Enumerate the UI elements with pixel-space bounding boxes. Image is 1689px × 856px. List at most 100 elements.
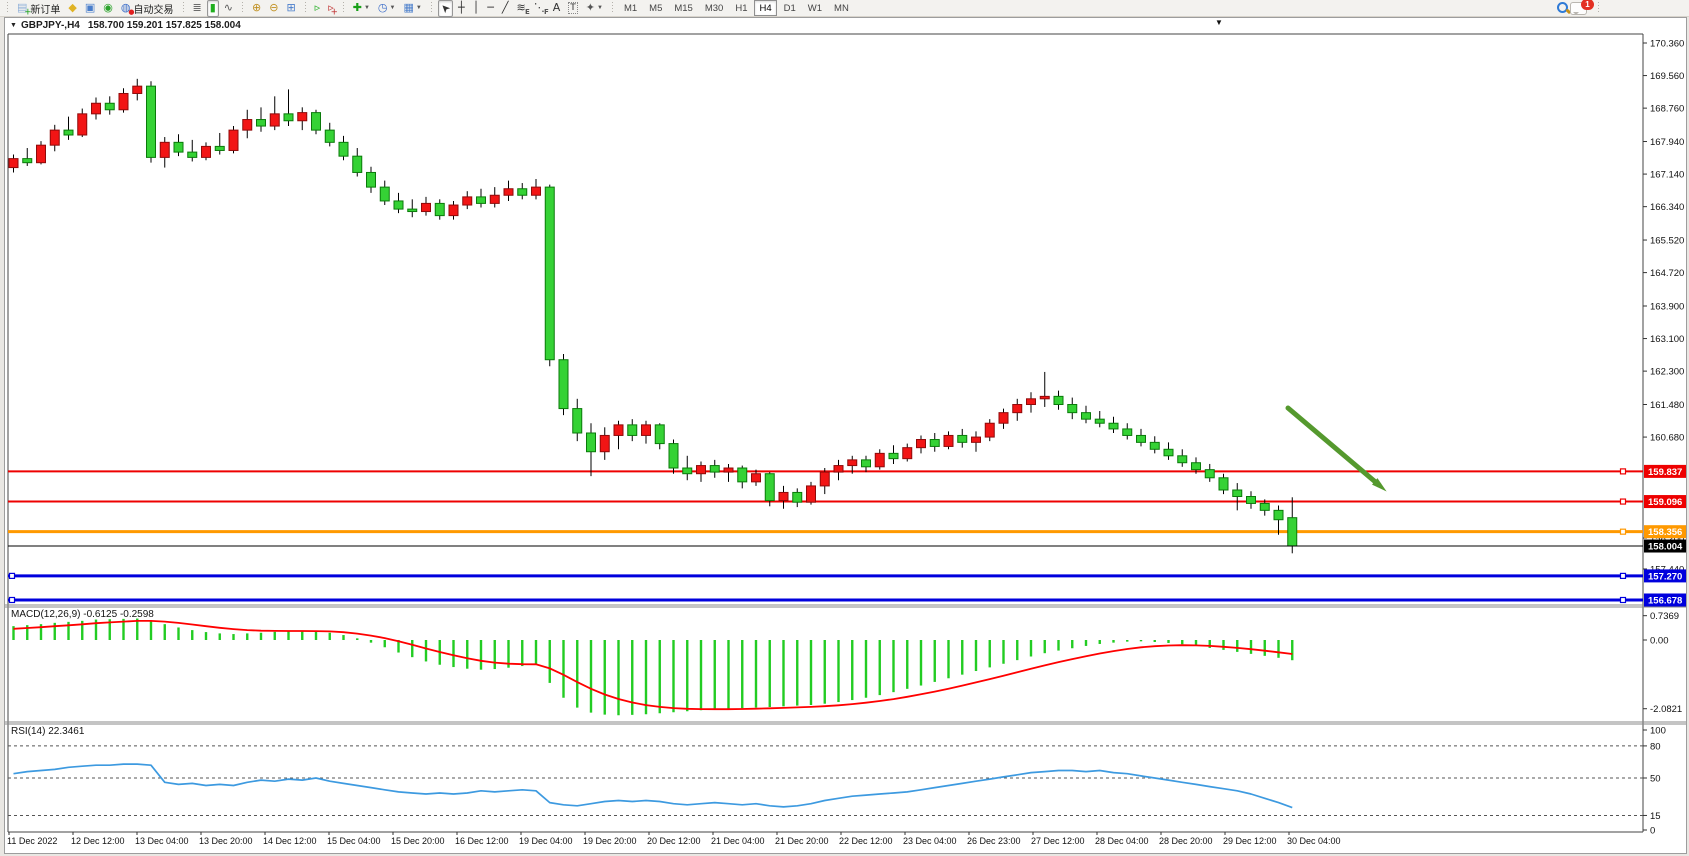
hline-handle[interactable] [1619, 468, 1627, 475]
chevron-down-icon[interactable]: ▼ [597, 5, 603, 11]
hline-handle[interactable] [1619, 596, 1627, 604]
equidistant-channel-button[interactable]: ≋ E [514, 0, 530, 17]
timeframe-d1-button[interactable]: D1 [783, 2, 796, 14]
chevron-down-icon[interactable]: ▼ [389, 5, 396, 11]
candle [1094, 418, 1105, 424]
hline-handle[interactable] [1619, 498, 1627, 505]
chart-shift-button[interactable]: ▹ ＋ [325, 0, 338, 17]
candle [654, 424, 665, 445]
timeframe-h4-button[interactable]: H4 [754, 0, 777, 16]
candle [998, 412, 1009, 424]
crosshair-button[interactable]: ┼ [455, 0, 468, 17]
chart-window[interactable]: ▼ GBPJPY-,H4 158.700 159.201 157.825 158… [4, 17, 1687, 854]
community-button[interactable]: ▣ [82, 0, 98, 17]
candle [1287, 517, 1298, 547]
search-icon[interactable] [1556, 1, 1570, 15]
trendline-button[interactable]: ╱ [499, 0, 512, 17]
candle [242, 119, 253, 131]
hline-handle[interactable] [1619, 572, 1627, 579]
community-icon: ▣ [84, 1, 96, 14]
macd-label: MACD(12,26,9) -0.6125 -0.2598 [11, 609, 154, 620]
chevron-down-icon[interactable]: ▼ [415, 5, 422, 11]
toolbar-grip [302, 2, 308, 14]
autotrade-button[interactable]: ◍ ● 自动交易 [118, 0, 177, 17]
candlestick-chart-button[interactable]: ▮ [206, 0, 219, 17]
chart-title-collapse-icon[interactable]: ▼ [10, 22, 17, 29]
candle [49, 129, 60, 146]
timeframe-w1-button[interactable]: W1 [807, 2, 823, 14]
bar-chart-button[interactable]: ≣ [190, 0, 205, 17]
candle [297, 112, 308, 122]
date-label: 14 Dec 12:00 [263, 836, 317, 846]
timeframe-m5-button[interactable]: M5 [649, 2, 663, 14]
zoom-out-button[interactable]: ⊖ [266, 0, 281, 17]
notifications-icon[interactable]: 1 [1570, 0, 1594, 15]
price-label-box [1644, 569, 1686, 583]
text-icon: A [552, 1, 561, 14]
channel-icon: ≋ E [516, 1, 530, 16]
tile-windows-button[interactable]: ⊞ [283, 0, 298, 17]
hline-handle[interactable] [1619, 528, 1627, 535]
autotrade-icon: ◍ ● [120, 1, 135, 16]
trend-arrow[interactable] [1285, 405, 1382, 488]
candle [489, 194, 500, 204]
date-label: 19 Dec 20:00 [583, 836, 637, 846]
candle [1039, 395, 1050, 400]
price-label: 158.356 [1648, 527, 1682, 538]
rsi-label: RSI(14) 22.3461 [11, 726, 85, 737]
text-label-button[interactable]: T [565, 0, 581, 17]
signals-button[interactable]: ◉ [100, 0, 116, 17]
clock-icon: ◷ [377, 1, 388, 14]
periods-button[interactable]: ◷ ▼ [375, 0, 399, 17]
timeframe-m1-button[interactable]: M1 [623, 2, 638, 14]
toolbar-grip [340, 2, 346, 14]
arrows-button[interactable]: ✦ ▼ [583, 0, 606, 17]
timeframe-h1-button[interactable]: H1 [735, 2, 748, 14]
macd-axis-label: 0.7369 [1650, 611, 1679, 622]
toolbar-grip [5, 2, 10, 14]
price-label: 159.837 [1648, 467, 1682, 478]
fibonacci-button[interactable]: ⋱ F [531, 0, 549, 17]
date-label: 12 Dec 12:00 [71, 836, 125, 846]
hline-handle[interactable] [8, 572, 16, 579]
indicators-button[interactable]: ✚ ▼ [350, 0, 373, 17]
timeframe-m15-button[interactable]: M15 [674, 2, 693, 14]
candle [641, 424, 651, 436]
line-chart-button[interactable]: ∿ [221, 0, 236, 17]
zoom-in-button[interactable]: ⊕ [249, 0, 264, 17]
candle [173, 141, 184, 153]
fibonacci-icon: ⋱ F [533, 1, 549, 16]
price-tick-label: 161.480 [1650, 400, 1684, 411]
cursor-button[interactable]: ➤ [437, 0, 454, 17]
text-button[interactable]: A [550, 0, 564, 17]
macd-axis-label: 0.00 [1650, 636, 1669, 647]
candle [8, 158, 19, 169]
market-watch-button[interactable]: ◆ [65, 0, 79, 17]
price-tick-label: 168.760 [1650, 104, 1684, 115]
chart-canvas[interactable]: 170.360 169.560 168.760 167.940 167.140 166.3… [5, 18, 1686, 853]
candle [682, 467, 693, 475]
price-tick-label: 160.680 [1650, 433, 1684, 444]
vertical-line-button[interactable]: │ [470, 0, 483, 17]
chevron-down-icon[interactable]: ▼ [363, 5, 370, 11]
date-label: 15 Dec 20:00 [391, 836, 445, 846]
hline-handle[interactable] [8, 596, 16, 604]
timeframe-mn-button[interactable]: MN [834, 2, 849, 14]
candle [434, 202, 445, 217]
date-label: 13 Dec 20:00 [199, 836, 253, 846]
chart-shift-marker[interactable]: ▼ [1215, 18, 1223, 27]
candle [283, 113, 294, 122]
auto-scroll-button[interactable]: ▹ [312, 0, 324, 17]
rsi-axis-label: 50 [1650, 774, 1661, 785]
trendline-icon: ╱ [501, 1, 509, 14]
date-label: 20 Dec 12:00 [647, 836, 701, 846]
timeframe-m30-button[interactable]: M30 [704, 2, 724, 14]
date-label: 11 Dec 2022 [7, 836, 57, 846]
zoom-out-icon: ⊖ [269, 1, 279, 14]
new-order-button[interactable]: ▤ ＋新订单 [14, 0, 63, 17]
templates-button[interactable]: ▦ ▼ [400, 0, 424, 17]
trend-arrow-head [1372, 478, 1387, 492]
rsi-axis-label: 0 [1650, 826, 1655, 837]
market-watch-icon: ◆ [68, 1, 77, 14]
horizontal-line-button[interactable]: ─ [484, 0, 497, 17]
